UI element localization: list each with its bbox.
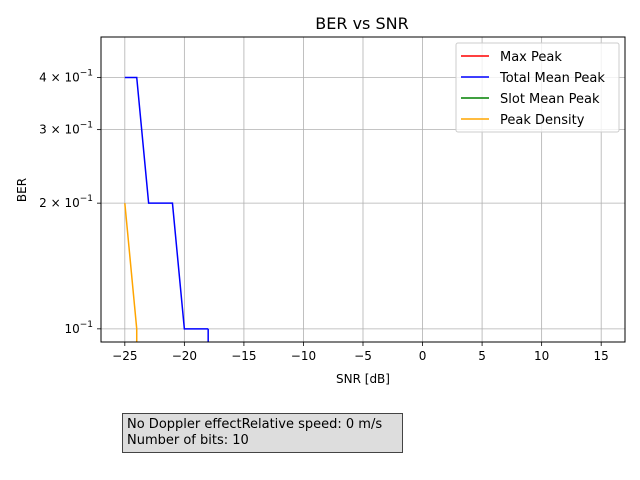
series-lines	[124, 76, 209, 342]
y-tick-label: 10−1	[64, 320, 93, 336]
y-tick-mantissa: 2 × 10	[39, 196, 80, 210]
y-tick-label: 3 × 10−1	[39, 121, 93, 137]
y-tick-label: 4 × 10−1	[39, 68, 93, 84]
x-axis-label: SNR [dB]	[336, 372, 390, 386]
legend-label-peak-density: Peak Density	[500, 113, 585, 128]
y-tick-label: 2 × 10−1	[39, 194, 93, 210]
legend-label-slot-mean-peak: Slot Mean Peak	[500, 92, 600, 107]
y-tick-exponent: −1	[80, 194, 93, 204]
annotation-line-1: No Doppler effectRelative speed: 0 m/s	[127, 417, 383, 432]
x-tick-label: −10	[291, 349, 316, 363]
y-tick-mantissa: 3 × 10	[39, 123, 80, 137]
x-tick-label: −20	[172, 349, 197, 363]
legend-label-max-peak: Max Peak	[500, 50, 562, 65]
x-tick-label: −15	[231, 349, 256, 363]
y-tick-mantissa: 4 × 10	[39, 70, 80, 84]
x-tick-label: 15	[594, 349, 609, 363]
x-axis: −25 −20 −15 −10 −5 0 5 10 15	[112, 342, 609, 363]
chart-title: BER vs SNR	[315, 14, 408, 33]
info-annotation-box: No Doppler effectRelative speed: 0 m/s N…	[122, 413, 403, 453]
x-tick-label: −25	[112, 349, 137, 363]
x-tick-label: −5	[354, 349, 372, 363]
y-tick-exponent: −1	[80, 68, 93, 78]
x-tick-label: 0	[419, 349, 427, 363]
y-axis: 10−12 × 10−13 × 10−14 × 10−1	[39, 68, 101, 336]
legend-label-total-mean-peak: Total Mean Peak	[499, 71, 605, 86]
annotation-line-2: Number of bits: 10	[127, 433, 249, 448]
y-tick-exponent: −1	[80, 320, 93, 330]
x-tick-label: 5	[478, 349, 486, 363]
x-tick-label: 10	[534, 349, 549, 363]
y-tick-exponent: −1	[80, 121, 93, 131]
legend-box	[455, 42, 620, 133]
y-axis-label: BER	[15, 178, 29, 202]
legend: Max Peak Total Mean Peak Slot Mean Peak Pea…	[455, 42, 620, 133]
y-tick-mantissa: 10	[64, 322, 79, 336]
series-line-total-mean-peak	[124, 76, 209, 330]
series-line-peak-density	[124, 203, 138, 329]
